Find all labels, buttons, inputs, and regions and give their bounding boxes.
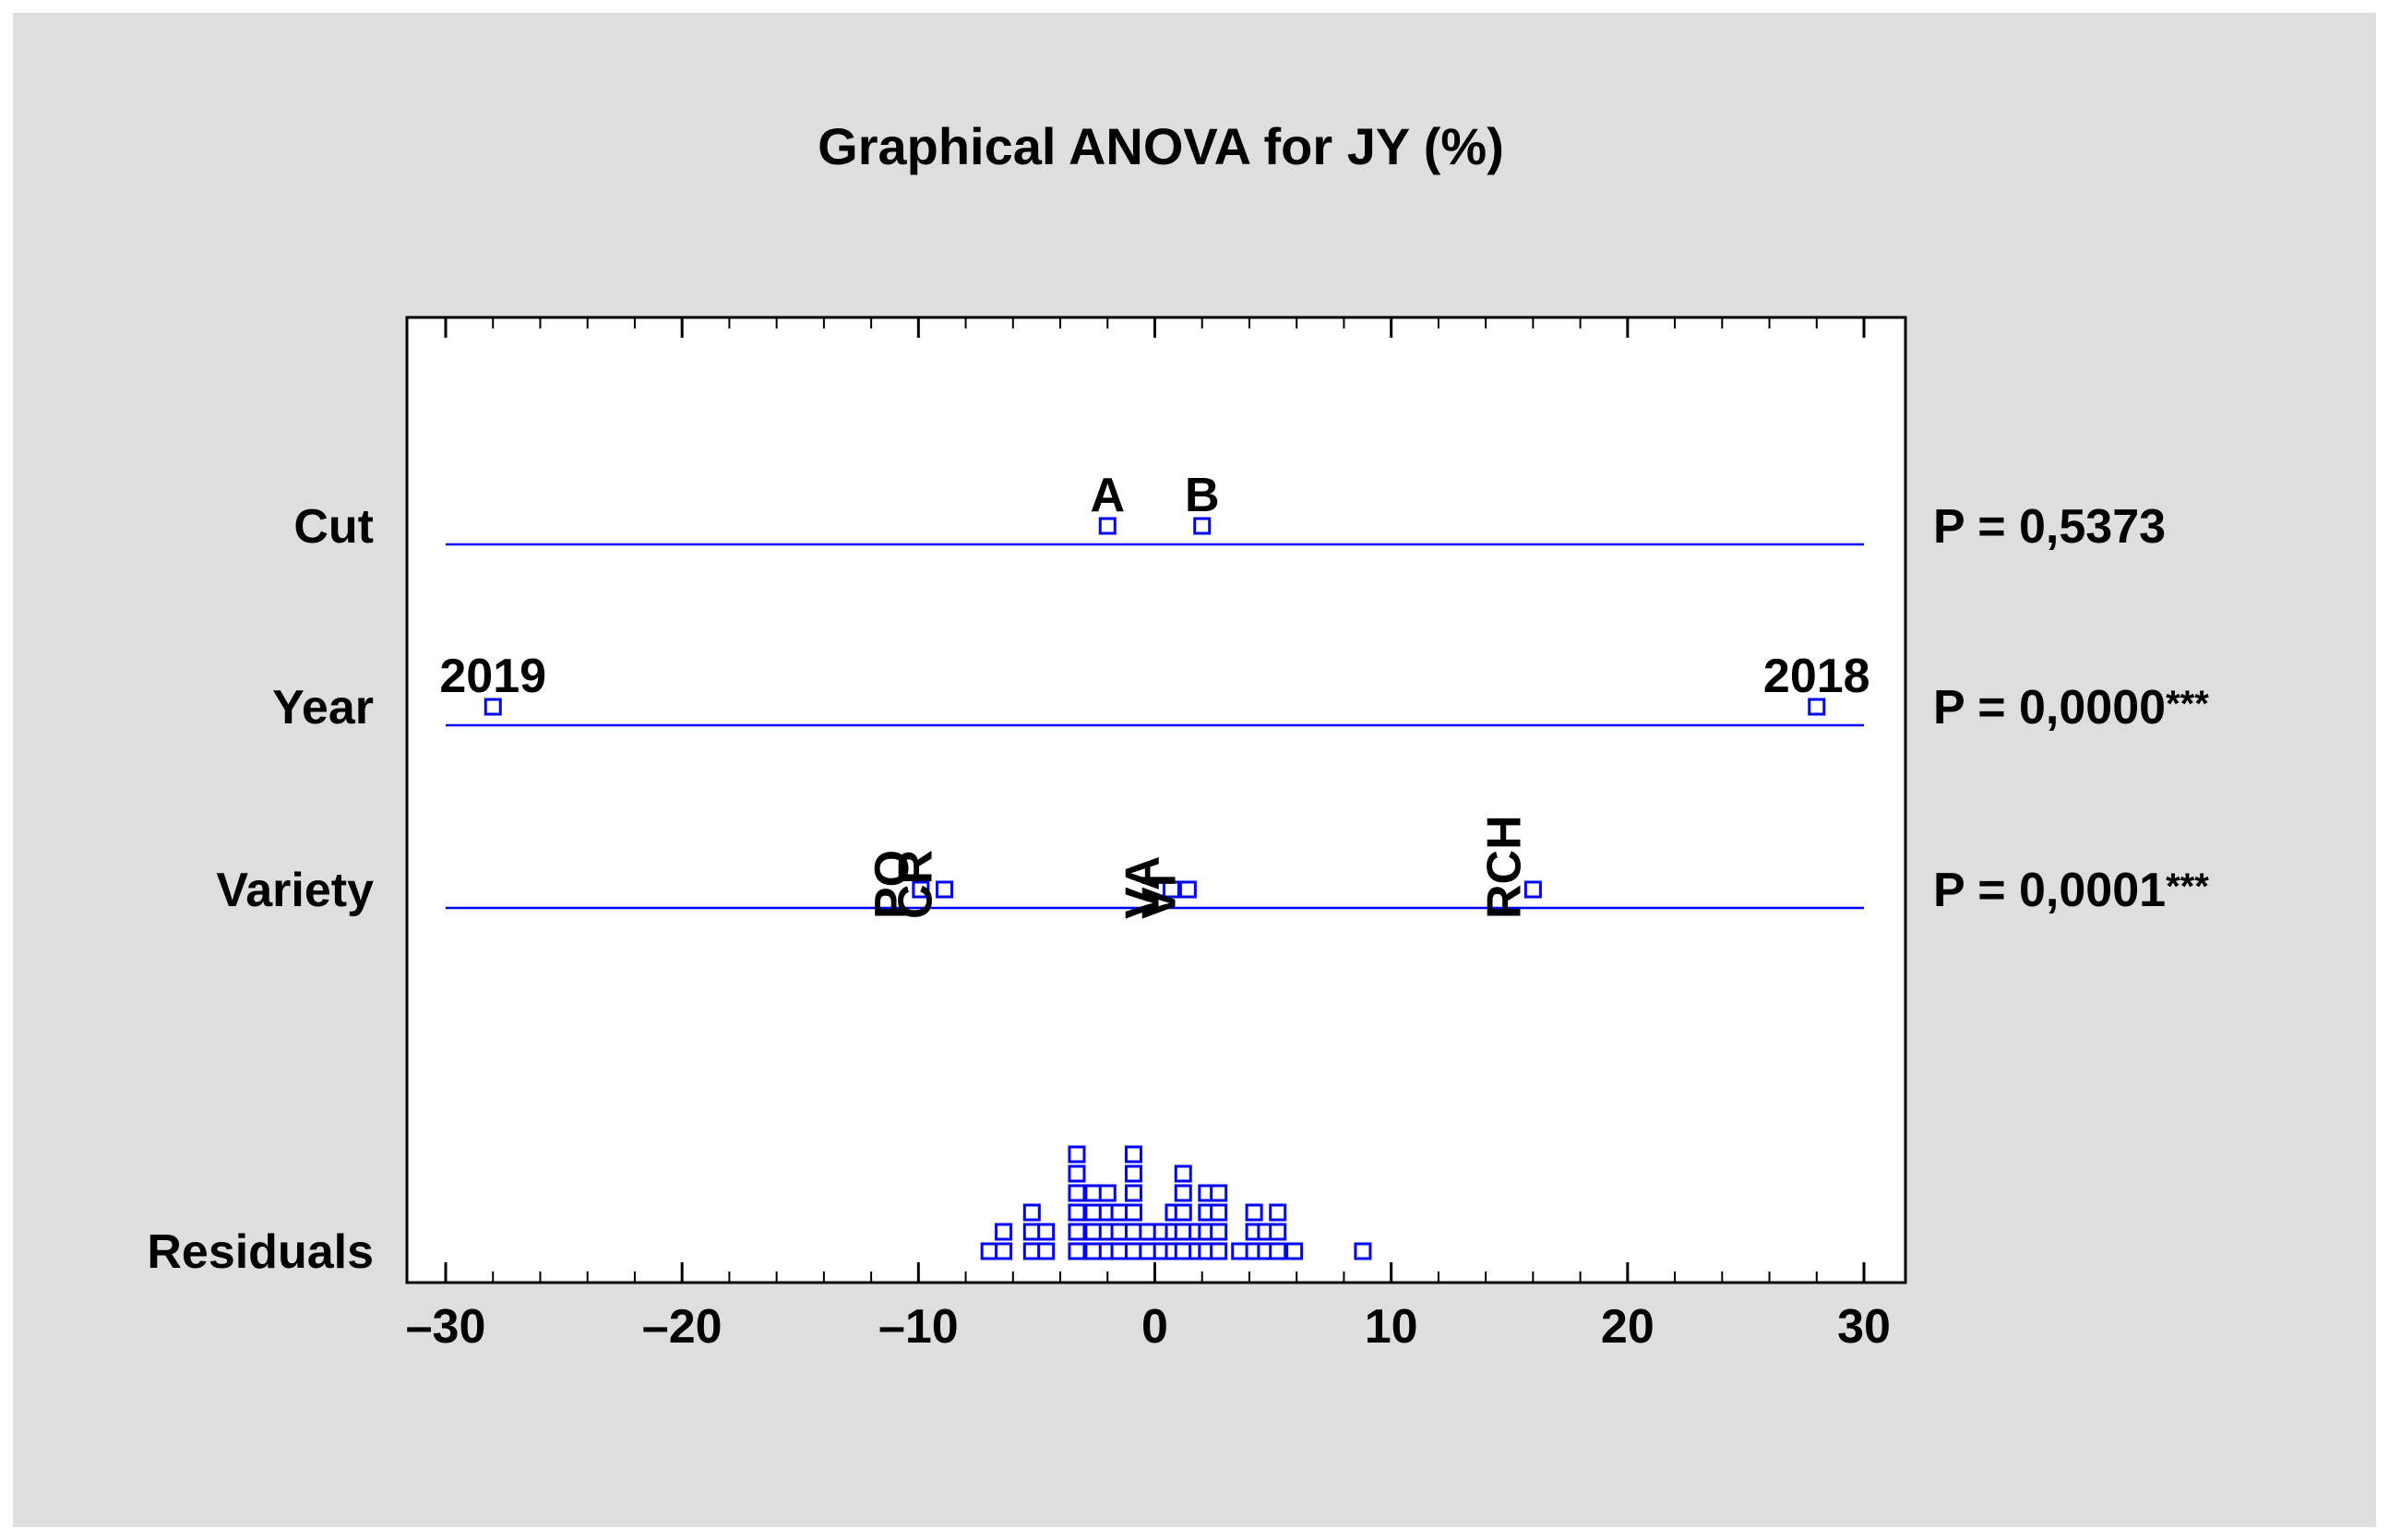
x-tick-label: 0 [1141, 1300, 1168, 1354]
significance-stars: *** [2166, 866, 2209, 907]
residual-marker [1174, 1203, 1192, 1222]
residual-marker [1210, 1223, 1228, 1241]
residual-marker [995, 1223, 1013, 1241]
residual-marker [1124, 1203, 1142, 1222]
residual-marker [1084, 1223, 1103, 1241]
residual-marker [1110, 1203, 1129, 1222]
residual-marker [1269, 1203, 1287, 1222]
residual-marker [1124, 1145, 1142, 1164]
residual-marker [1124, 1184, 1142, 1202]
residual-marker [1068, 1184, 1086, 1202]
residual-marker [1022, 1223, 1041, 1241]
residual-marker [1174, 1184, 1192, 1202]
x-tick-label: 10 [1365, 1300, 1418, 1354]
x-tick-label: –20 [642, 1300, 723, 1354]
residual-marker [1210, 1184, 1228, 1202]
residual-marker [1110, 1242, 1129, 1260]
group-label: 2019 [439, 650, 546, 703]
group-label: VI [1132, 874, 1186, 919]
residual-marker [1037, 1242, 1056, 1260]
row-label: Cut [293, 500, 374, 554]
group-label: PO [866, 850, 919, 919]
residual-marker [1110, 1223, 1129, 1241]
chart-title: Graphical ANOVA for JY (%) [818, 117, 1504, 175]
residual-marker [1037, 1223, 1056, 1241]
x-tick-label: 30 [1837, 1300, 1891, 1354]
residual-marker [1068, 1145, 1086, 1164]
group-label: VA [1116, 856, 1169, 919]
residual-marker [1098, 1184, 1117, 1202]
residual-marker [1174, 1242, 1192, 1260]
group-marker [936, 880, 954, 899]
residual-marker [1124, 1242, 1142, 1260]
x-tick-labels: –30 –20 –10 0 10 20 30 [406, 1300, 1891, 1354]
group-marker [1193, 517, 1212, 535]
group-marker [1098, 517, 1117, 535]
row-label: Year [272, 681, 374, 734]
residual-marker [1022, 1203, 1041, 1222]
row-lines [446, 543, 1864, 910]
row-labels: Cut Year Variety Residuals [147, 500, 374, 1279]
group-label: B [1185, 469, 1220, 522]
p-value: P = 0,5373 [1933, 500, 2166, 554]
residual-marker [1068, 1223, 1086, 1241]
residual-marker [1139, 1223, 1157, 1241]
group-marker [1162, 880, 1180, 899]
residual-marker [1084, 1184, 1103, 1202]
group-marker [1808, 698, 1826, 716]
x-tick-label: –30 [406, 1300, 486, 1354]
group-label: CR [890, 850, 943, 919]
p-value: P = 0,0001*** [1933, 864, 2209, 917]
group-marker [1178, 880, 1197, 899]
p-values: P = 0,5373 P = 0,0000*** P = 0,0001*** [1933, 500, 2209, 917]
residual-marker [995, 1242, 1013, 1260]
residual-marker [1245, 1203, 1263, 1222]
group-marker [1523, 880, 1542, 899]
tick-marks [444, 317, 1866, 1283]
residual-marker [1068, 1242, 1086, 1260]
p-value: P = 0,0000*** [1933, 681, 2209, 734]
residual-marker [1068, 1203, 1086, 1222]
residual-marker [1124, 1223, 1142, 1241]
residual-marker [1354, 1242, 1372, 1260]
row-label: Variety [216, 864, 374, 917]
x-tick-label: 20 [1601, 1300, 1654, 1354]
group-label: A [1090, 469, 1125, 522]
residual-marker [1174, 1164, 1192, 1183]
residual-marker [1139, 1242, 1157, 1260]
residual-marker [1084, 1203, 1103, 1222]
residual-marker [1022, 1242, 1041, 1260]
group-label: 2018 [1763, 650, 1870, 703]
residual-marker [1084, 1242, 1103, 1260]
residual-marker [1285, 1242, 1304, 1260]
residual-marker [1210, 1242, 1228, 1260]
residual-marker [1269, 1223, 1287, 1241]
residual-marker [1124, 1164, 1142, 1183]
residual-marker [1068, 1164, 1086, 1183]
residual-marker [1174, 1223, 1192, 1241]
group-marker [912, 880, 930, 899]
residuals-dotplot [980, 1145, 1372, 1260]
plot-area [405, 316, 1907, 1284]
residuals-label: Residuals [147, 1225, 374, 1279]
residual-marker [980, 1242, 998, 1260]
group-label: RCH [1477, 815, 1531, 919]
significance-stars: *** [2166, 684, 2209, 724]
residual-marker [1269, 1242, 1287, 1260]
x-tick-label: –10 [878, 1300, 959, 1354]
residual-marker [1231, 1242, 1249, 1260]
residual-marker [1210, 1203, 1228, 1222]
group-marker [484, 698, 502, 716]
